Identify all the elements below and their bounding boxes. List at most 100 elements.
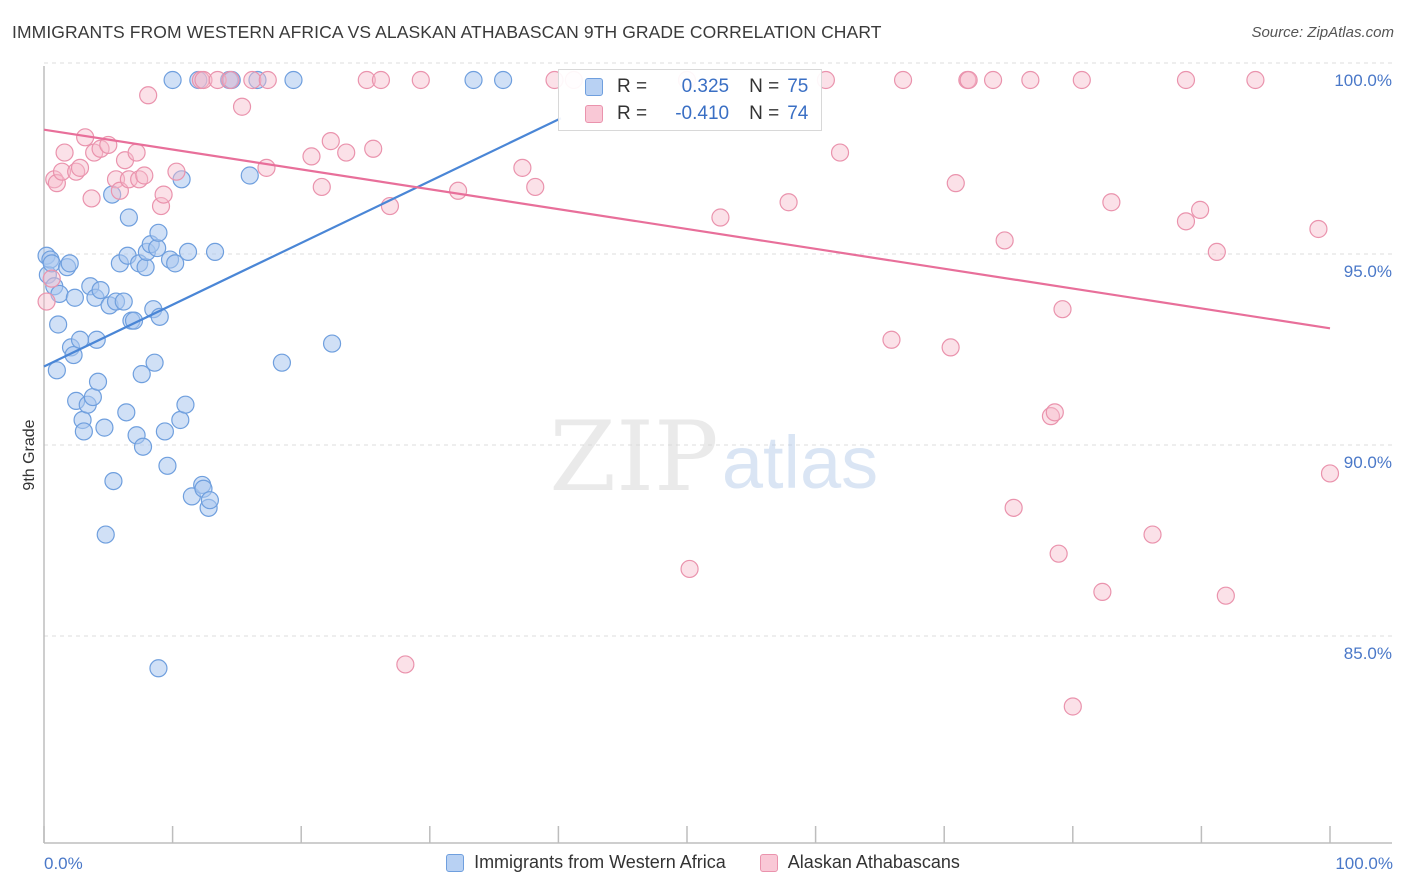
point-alaskan-athabascan	[167, 162, 186, 181]
point-alaskan-athabascan	[1102, 193, 1121, 212]
blue-swatch	[585, 78, 603, 96]
trendline-alaskan-athabascan	[43, 128, 1331, 330]
point-western-africa	[145, 353, 164, 372]
point-western-africa	[149, 223, 168, 242]
y-axis-label: 9th Grade	[21, 419, 38, 490]
point-western-africa	[117, 403, 136, 422]
n-label: N =	[749, 103, 780, 124]
point-alaskan-athabascan	[941, 338, 960, 357]
point-western-africa	[136, 258, 155, 277]
point-alaskan-athabascan	[52, 162, 72, 181]
point-alaskan-athabascan	[946, 174, 965, 193]
point-alaskan-athabascan	[995, 231, 1014, 250]
point-alaskan-athabascan	[42, 269, 61, 288]
watermark-atlas: atlas	[722, 421, 878, 504]
point-western-africa	[155, 422, 174, 441]
point-alaskan-athabascan	[1176, 212, 1196, 231]
r-label: R =	[617, 76, 648, 97]
chart-source: Source: ZipAtlas.com	[1251, 24, 1394, 41]
point-western-africa	[133, 437, 153, 456]
point-alaskan-athabascan	[830, 143, 850, 162]
point-alaskan-athabascan	[257, 158, 276, 177]
point-western-africa	[163, 70, 182, 90]
r-value: 0.325	[681, 76, 730, 97]
point-alaskan-athabascan	[312, 177, 331, 197]
point-alaskan-athabascan	[1093, 582, 1112, 601]
grid-lines	[44, 62, 1392, 637]
legend-row-western-africa: R = 0.325 N = 75	[585, 75, 808, 99]
point-western-africa	[200, 491, 219, 510]
point-alaskan-athabascan	[779, 193, 798, 212]
r-label: R =	[617, 103, 648, 124]
legend-row-alaskan-athabascan: R = -0.410 N = 74	[585, 102, 808, 126]
point-alaskan-athabascan	[1004, 498, 1023, 517]
point-alaskan-athabascan	[232, 97, 252, 116]
point-western-africa	[178, 242, 198, 261]
trendline-western-africa	[43, 117, 562, 368]
point-western-africa	[91, 281, 110, 300]
point-western-africa	[248, 70, 267, 90]
point-alaskan-athabascan	[1176, 70, 1196, 90]
point-western-africa	[240, 166, 259, 185]
legend-item-alaskan-athabascan: Alaskan Athabascans	[759, 852, 960, 873]
point-western-africa	[88, 372, 108, 391]
legend-item-western-africa: Immigrants from Western Africa	[446, 852, 726, 873]
series-legend: Immigrants from Western Africa Alaskan A…	[0, 852, 1406, 873]
point-alaskan-athabascan	[55, 143, 74, 162]
y-tick-label: 85.0%	[1344, 644, 1392, 663]
legend-label: Alaskan Athabascans	[787, 852, 960, 872]
point-alaskan-athabascan	[893, 70, 913, 90]
point-alaskan-athabascan	[243, 70, 262, 90]
y-tick-label: 95.0%	[1344, 262, 1392, 281]
y-tick-label: 90.0%	[1344, 453, 1392, 472]
point-western-africa	[49, 315, 68, 334]
point-alaskan-athabascan	[1320, 464, 1340, 483]
point-alaskan-athabascan	[1309, 219, 1328, 239]
r-value: -0.410	[675, 103, 730, 124]
point-alaskan-athabascan	[1246, 70, 1265, 90]
point-alaskan-athabascan	[1072, 70, 1091, 90]
point-alaskan-athabascan	[47, 174, 66, 193]
point-western-africa	[149, 659, 168, 678]
point-western-africa	[205, 242, 225, 261]
watermark-zip: ZIP	[549, 401, 718, 513]
point-western-africa	[464, 70, 483, 90]
point-alaskan-athabascan	[448, 181, 468, 200]
point-alaskan-athabascan	[1045, 403, 1064, 422]
n-value: 75	[787, 76, 809, 97]
point-alaskan-athabascan	[1063, 697, 1082, 716]
point-alaskan-athabascan	[321, 132, 340, 151]
point-alaskan-athabascan	[37, 292, 56, 311]
point-alaskan-athabascan	[983, 70, 1003, 90]
point-western-africa	[74, 422, 93, 441]
point-alaskan-athabascan	[396, 655, 415, 674]
point-western-africa	[96, 525, 115, 544]
point-western-africa	[60, 254, 79, 273]
point-alaskan-athabascan	[1207, 242, 1226, 261]
point-alaskan-athabascan	[1216, 586, 1235, 605]
point-alaskan-athabascan	[139, 86, 158, 105]
point-alaskan-athabascan	[127, 143, 146, 162]
point-western-africa	[132, 365, 151, 384]
trend-lines	[43, 117, 1331, 368]
point-alaskan-athabascan	[357, 70, 376, 90]
y-tick-label: 100.0%	[1334, 71, 1392, 90]
point-alaskan-athabascan	[371, 70, 391, 90]
tick-labels: 85.0% 90.0% 95.0% 100.0% 0.0% 100.0%	[44, 71, 1393, 873]
point-western-africa	[42, 254, 61, 273]
point-western-africa	[47, 361, 66, 380]
correlation-legend: R = 0.325 N = 75 R = -0.410 N = 74	[558, 69, 822, 131]
axes	[43, 66, 1392, 844]
point-alaskan-athabascan	[302, 147, 321, 166]
point-alaskan-athabascan	[258, 70, 277, 90]
point-western-africa	[104, 472, 123, 491]
point-alaskan-athabascan	[337, 143, 356, 162]
point-alaskan-athabascan	[208, 70, 227, 90]
chart-title: IMMIGRANTS FROM WESTERN AFRICA VS ALASKA…	[12, 22, 882, 42]
x-tick-label: 0.0%	[44, 854, 83, 873]
point-western-africa	[166, 254, 185, 273]
point-alaskan-athabascan	[526, 177, 545, 197]
legend-label: Immigrants from Western Africa	[474, 852, 726, 872]
point-alaskan-athabascan	[221, 70, 240, 90]
